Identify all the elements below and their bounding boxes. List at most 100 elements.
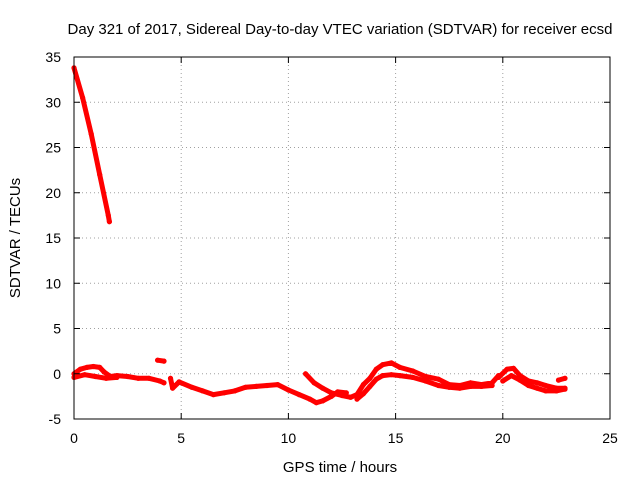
data-series-sdtvar: [71, 65, 568, 406]
data-point: [320, 398, 326, 404]
data-point: [339, 392, 345, 399]
data-point: [510, 365, 517, 371]
data-point: [534, 380, 540, 386]
data-point: [410, 374, 416, 380]
data-point: [135, 375, 141, 381]
chart-title: Day 321 of 2017, Sidereal Day-to-day VTE…: [68, 21, 613, 38]
data-point: [189, 384, 195, 390]
axis-ticks: [73, 56, 611, 420]
x-tick-label: 15: [388, 430, 404, 446]
x-tick-label: 0: [70, 430, 78, 446]
data-point: [307, 396, 313, 402]
data-point: [155, 357, 161, 363]
data-point: [508, 373, 514, 379]
data-point: [320, 385, 326, 391]
data-point: [478, 383, 484, 389]
data-point: [161, 380, 167, 386]
data-point: [210, 392, 216, 398]
y-tick-label: 5: [53, 321, 61, 337]
data-point: [253, 383, 259, 389]
data-point: [354, 396, 360, 402]
data-point: [285, 387, 291, 393]
series-segment-0: [71, 65, 112, 225]
data-point: [360, 382, 366, 388]
x-tick-label: 10: [281, 430, 297, 446]
data-point: [88, 131, 94, 137]
data-point: [82, 372, 88, 378]
data-point: [80, 95, 86, 101]
data-point: [380, 362, 386, 368]
data-point: [106, 219, 112, 225]
data-point: [303, 371, 309, 377]
data-point: [446, 384, 452, 390]
data-point: [348, 394, 354, 400]
data-point: [495, 374, 502, 380]
y-tick-label: 35: [45, 49, 61, 65]
data-point: [311, 380, 317, 386]
data-point: [232, 388, 238, 394]
data-point: [435, 376, 442, 382]
data-point: [423, 373, 429, 380]
data-point: [410, 368, 416, 374]
data-point: [562, 375, 568, 381]
data-point: [360, 391, 366, 397]
data-point: [101, 369, 107, 375]
data-point: [77, 366, 83, 372]
data-point: [103, 375, 109, 381]
y-tick-label: 10: [45, 275, 61, 291]
data-point: [553, 388, 560, 394]
data-point: [562, 386, 568, 392]
data-point: [97, 364, 103, 370]
series-segment-5: [303, 360, 501, 400]
data-point: [457, 385, 463, 391]
data-point: [534, 385, 540, 391]
data-point: [296, 392, 302, 398]
data-point: [468, 383, 474, 389]
data-point: [504, 366, 510, 372]
data-point: [489, 382, 495, 389]
data-point: [435, 382, 442, 389]
data-point: [388, 372, 394, 378]
data-point: [97, 172, 103, 178]
data-point: [367, 383, 373, 389]
data-point: [543, 382, 549, 389]
data-point: [373, 366, 379, 372]
data-point: [543, 388, 549, 394]
data-point: [242, 384, 249, 390]
data-point: [114, 374, 120, 380]
x-axis-label: GPS time / hours: [283, 459, 397, 476]
series-segment-4: [168, 375, 349, 406]
data-point: [105, 212, 111, 218]
y-axis-label: SDTVAR / TECUs: [7, 178, 24, 298]
data-point: [373, 376, 379, 382]
data-point: [170, 385, 176, 391]
data-point: [125, 373, 131, 380]
y-tick-label: 30: [45, 94, 61, 110]
x-tick-labels: 0 5 10 15 20 25: [70, 430, 618, 446]
y-tick-label: -5: [49, 411, 62, 427]
data-point: [157, 378, 163, 384]
data-point: [90, 363, 96, 370]
data-point: [221, 390, 227, 396]
data-point: [275, 382, 281, 388]
data-point: [517, 377, 523, 383]
grid-lines: [74, 57, 610, 419]
data-point: [555, 377, 562, 383]
data-point: [423, 378, 429, 384]
data-point: [500, 378, 506, 384]
data-point: [161, 358, 167, 364]
y-tick-label: 0: [53, 366, 61, 382]
data-point: [380, 373, 386, 379]
data-point: [397, 364, 403, 370]
data-point: [328, 390, 334, 396]
data-point: [176, 379, 182, 385]
data-point: [367, 375, 373, 381]
data-point: [525, 382, 532, 389]
y-tick-label: 20: [45, 185, 61, 201]
data-point: [313, 400, 319, 406]
y-tick-labels: -5 0 5 10 15 20 25 30 35: [45, 49, 61, 427]
data-point: [388, 360, 394, 366]
y-tick-label: 25: [45, 140, 61, 156]
data-point: [84, 364, 90, 370]
